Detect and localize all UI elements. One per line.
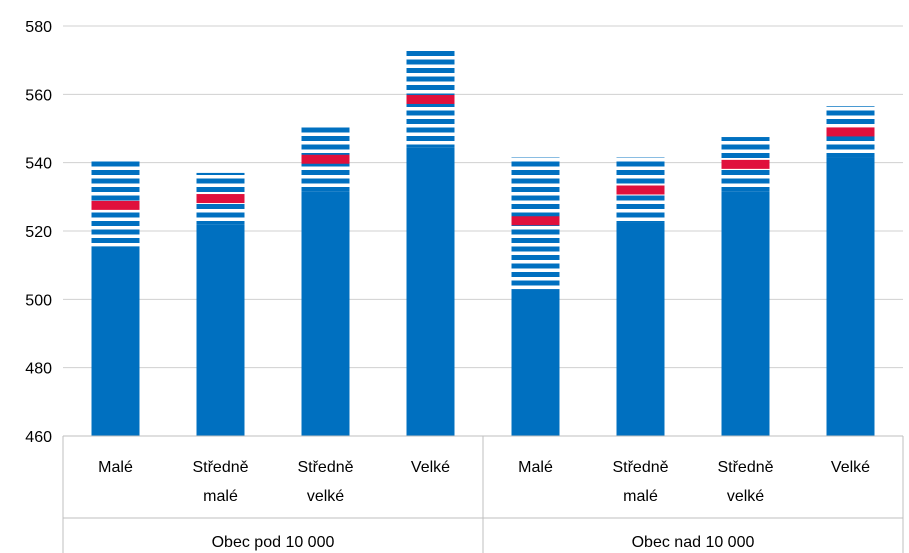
y-tick-label: 560 bbox=[25, 87, 52, 104]
mean-marker bbox=[826, 127, 875, 137]
bar-solid bbox=[721, 191, 770, 436]
x-tick-label: Malé bbox=[518, 459, 553, 476]
bar-solid bbox=[511, 289, 560, 436]
bar-group bbox=[301, 126, 350, 436]
mean-marker bbox=[301, 154, 350, 164]
mean-marker bbox=[196, 194, 245, 204]
x-tick-label: Středně bbox=[612, 459, 668, 476]
bar-solid bbox=[826, 157, 875, 436]
x-tick-label: malé bbox=[203, 488, 238, 505]
x-axis: Malé Středně malé Středně velké Velké Obec pod… bbox=[62, 435, 904, 553]
bar-solid bbox=[196, 224, 245, 436]
mean-marker bbox=[511, 216, 560, 226]
bar-group bbox=[406, 48, 455, 436]
bar-solid bbox=[301, 191, 350, 436]
mean-marker bbox=[91, 200, 140, 210]
bar-group bbox=[196, 172, 245, 436]
mean-marker bbox=[616, 185, 665, 195]
bar-group bbox=[511, 157, 560, 436]
bar-solid bbox=[406, 147, 455, 436]
y-tick-label: 520 bbox=[25, 224, 52, 241]
bar-group bbox=[616, 157, 665, 436]
group-label: Obec pod 10 000 bbox=[212, 534, 335, 551]
x-tick-label: Středně bbox=[717, 459, 773, 476]
bar-solid bbox=[616, 222, 665, 436]
mean-marker bbox=[406, 94, 455, 104]
y-tick-label: 460 bbox=[25, 429, 52, 446]
y-tick-label: 580 bbox=[25, 19, 52, 36]
mean-marker bbox=[721, 159, 770, 169]
x-tick-label: Malé bbox=[98, 459, 133, 476]
x-tick-label: velké bbox=[307, 488, 344, 505]
x-tick-label: Velké bbox=[831, 459, 870, 476]
x-tick-label: Středně bbox=[297, 459, 353, 476]
y-tick-label: 500 bbox=[25, 292, 52, 309]
gridlines bbox=[63, 25, 903, 369]
x-tick-label: Velké bbox=[411, 459, 450, 476]
x-tick-label: velké bbox=[727, 488, 764, 505]
y-tick-label: 540 bbox=[25, 156, 52, 173]
bar-group bbox=[721, 137, 770, 436]
group-label: Obec nad 10 000 bbox=[632, 534, 755, 551]
bars bbox=[91, 48, 875, 436]
bar-group bbox=[826, 106, 875, 436]
x-tick-label: malé bbox=[623, 488, 658, 505]
bar-group bbox=[91, 159, 140, 436]
y-tick-label: 480 bbox=[25, 361, 52, 378]
y-axis: 460 480 500 520 540 560 580 bbox=[25, 19, 52, 446]
x-tick-label: Středně bbox=[192, 459, 248, 476]
bar-solid bbox=[91, 246, 140, 436]
